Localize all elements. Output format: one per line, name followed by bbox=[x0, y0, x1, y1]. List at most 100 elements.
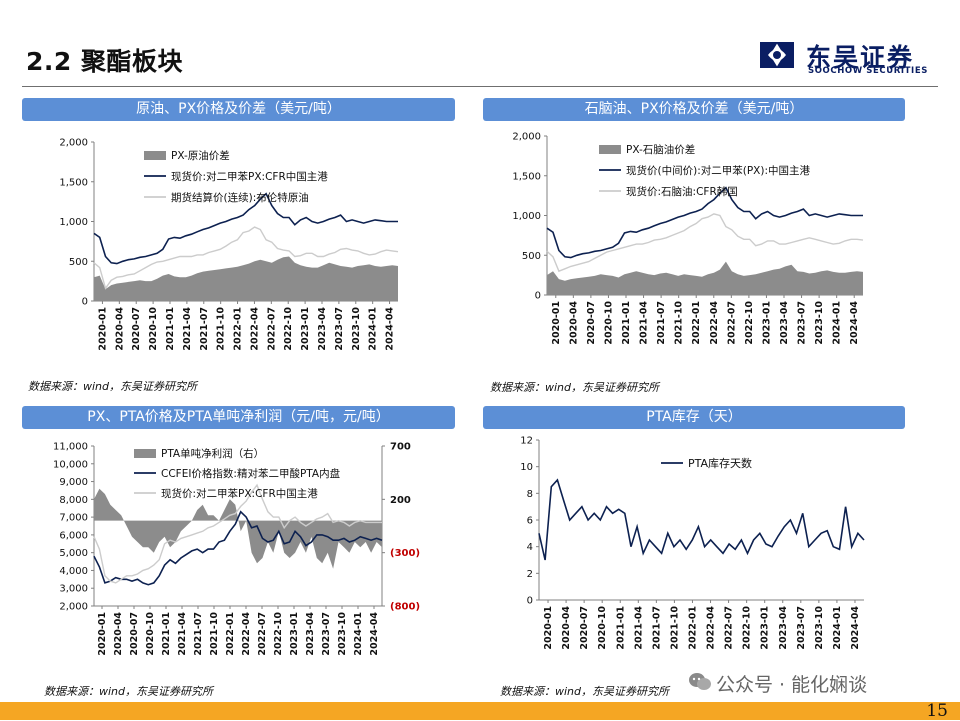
footer-bar bbox=[0, 702, 960, 720]
y-tick-label: 1,500 bbox=[59, 177, 88, 188]
legend-label: 现货价(中间价):对二甲苯(PX):中国主港 bbox=[626, 164, 810, 177]
x-tick-label: 2020-10 bbox=[603, 301, 614, 345]
legend-label: PTA库存天数 bbox=[688, 456, 752, 470]
x-tick-label: 2021-07 bbox=[193, 612, 204, 656]
legend-label: 现货价:对二甲苯PX:CFR中国主港 bbox=[161, 487, 318, 500]
legend-label: 现货价:石脑油:CFR韩国 bbox=[626, 185, 738, 198]
x-tick-label: 2022-07 bbox=[726, 301, 737, 345]
x-tick-label: 2022-01 bbox=[225, 612, 236, 656]
legend-swatch bbox=[134, 449, 156, 458]
chart-crude-px-spread: 0 500 1,000 1,500 2,000 2020-01 2020-04 2020-07… bbox=[59, 138, 399, 351]
x-tick-label: 2023-10 bbox=[337, 612, 348, 656]
x-tick-label: 2022-10 bbox=[273, 612, 284, 656]
x-tick-label: 2021-04 bbox=[182, 307, 193, 351]
legend-label: 现货价:对二甲苯PX:CFR中国主港 bbox=[171, 170, 328, 183]
y-tick-label: 10,000 bbox=[53, 459, 88, 470]
series-line bbox=[93, 226, 399, 290]
y-right-tick-label: (300) bbox=[390, 548, 420, 559]
y-tick-label: 6 bbox=[527, 516, 533, 527]
y-tick-label: 4,000 bbox=[59, 566, 88, 577]
x-tick-label: 2021-04 bbox=[633, 606, 644, 650]
x-tick-label: 2021-01 bbox=[165, 307, 176, 351]
x-tick-label: 2022-01 bbox=[233, 307, 244, 351]
panel-header-naphtha-px: 石脑油、PX价格及价差（美元/吨） bbox=[483, 98, 905, 121]
x-tick-label: 2020-10 bbox=[597, 606, 608, 650]
chart-px-pta-profit: 2,000 3,000 4,000 5,000 6,000 7,000 8,000 9,000… bbox=[53, 442, 420, 656]
y-tick-label: 4 bbox=[527, 542, 533, 553]
x-tick-label: 2020-01 bbox=[97, 307, 108, 351]
y-tick-label: 6,000 bbox=[59, 530, 88, 541]
series-line bbox=[93, 510, 383, 586]
panel-header-crude-px: 原油、PX价格及价差（美元/吨） bbox=[22, 98, 455, 121]
x-tick-label: 2023-01 bbox=[761, 301, 772, 345]
x-tick-label: 2023-04 bbox=[778, 606, 789, 650]
x-tick-label: 2023-07 bbox=[797, 301, 808, 345]
y-tick-label: 2,000 bbox=[59, 138, 88, 149]
x-tick-label: 2024-01 bbox=[368, 307, 379, 351]
x-tick-label: 2020-10 bbox=[148, 307, 159, 351]
logo-icon bbox=[760, 42, 794, 68]
wechat-icon bbox=[689, 673, 711, 690]
chart-naphtha-px-spread: 0 500 1,000 1,500 2,000 2020-01 2020-04 2020-07… bbox=[512, 132, 864, 345]
slide-title: 2.2 聚酯板块 bbox=[26, 47, 183, 76]
x-tick-label: 2023-01 bbox=[760, 606, 771, 650]
x-tick-label: 2022-07 bbox=[724, 606, 735, 650]
x-tick-label: 2020-07 bbox=[129, 612, 140, 656]
x-tick-label: 2024-04 bbox=[369, 612, 380, 656]
page-number: 15 bbox=[926, 701, 948, 721]
panel-header-px-pta: PX、PTA价格及PTA单吨净利润（元/吨，元/吨） bbox=[22, 406, 455, 429]
y-tick-label: 9,000 bbox=[59, 477, 88, 488]
x-tick-label: 2022-07 bbox=[266, 307, 277, 351]
title-divider bbox=[22, 86, 938, 87]
x-tick-label: 2021-04 bbox=[639, 301, 650, 345]
y-tick-label: 0 bbox=[82, 297, 88, 308]
x-tick-label: 2021-01 bbox=[621, 301, 632, 345]
data-source-note: 数据来源：wind，东吴证券研究所 bbox=[44, 685, 214, 698]
x-tick-label: 2020-01 bbox=[551, 301, 562, 345]
y-tick-label: 1,000 bbox=[512, 211, 541, 222]
y-tick-label: 500 bbox=[69, 257, 88, 268]
series-line bbox=[546, 186, 863, 259]
x-tick-label: 2023-10 bbox=[814, 301, 825, 345]
x-tick-label: 2023-01 bbox=[300, 307, 311, 351]
legend-label: PX-原油价差 bbox=[171, 149, 230, 162]
x-tick-label: 2023-07 bbox=[334, 307, 345, 351]
y-tick-label: 3,000 bbox=[59, 584, 88, 595]
x-tick-label: 2021-07 bbox=[651, 606, 662, 650]
x-tick-label: 2021-10 bbox=[669, 606, 680, 650]
legend-label: PX-石脑油价差 bbox=[626, 143, 695, 156]
x-tick-label: 2020-04 bbox=[113, 612, 124, 656]
x-tick-label: 2021-07 bbox=[199, 307, 210, 351]
x-tick-label: 2021-10 bbox=[216, 307, 227, 351]
x-tick-label: 2022-01 bbox=[687, 606, 698, 650]
series-line bbox=[538, 478, 865, 561]
x-tick-label: 2023-04 bbox=[317, 307, 328, 351]
series-area bbox=[547, 261, 863, 295]
x-tick-label: 2020-04 bbox=[561, 606, 572, 650]
x-tick-label: 2020-07 bbox=[131, 307, 142, 351]
x-tick-label: 2022-04 bbox=[241, 612, 252, 656]
y-tick-label: 8 bbox=[527, 489, 533, 500]
x-tick-label: 2024-01 bbox=[832, 606, 843, 650]
legend-label: 期货结算价(连续):布伦特原油 bbox=[171, 191, 309, 204]
x-tick-label: 2020-07 bbox=[579, 606, 590, 650]
x-tick-label: 2023-04 bbox=[779, 301, 790, 345]
y-right-tick-label: 200 bbox=[390, 495, 411, 506]
legend-label: PTA单吨净利润（右） bbox=[161, 447, 264, 460]
y-tick-label: 2,000 bbox=[512, 132, 541, 143]
x-tick-label: 2023-10 bbox=[814, 606, 825, 650]
data-source-note: 数据来源：wind，东吴证券研究所 bbox=[490, 381, 660, 394]
x-tick-label: 2024-01 bbox=[353, 612, 364, 656]
legend-swatch bbox=[144, 151, 166, 160]
y-tick-label: 5,000 bbox=[59, 548, 88, 559]
x-tick-label: 2021-01 bbox=[161, 612, 172, 656]
y-tick-label: 1,500 bbox=[512, 171, 541, 182]
y-tick-label: 8,000 bbox=[59, 495, 88, 506]
x-tick-label: 2023-04 bbox=[305, 612, 316, 656]
y-tick-label: 1,000 bbox=[59, 217, 88, 228]
y-tick-label: 11,000 bbox=[53, 442, 88, 453]
x-tick-label: 2022-04 bbox=[706, 606, 717, 650]
x-tick-label: 2021-04 bbox=[177, 612, 188, 656]
x-tick-label: 2022-10 bbox=[744, 301, 755, 345]
logo-name-cn: 东吴证券 bbox=[806, 43, 915, 72]
